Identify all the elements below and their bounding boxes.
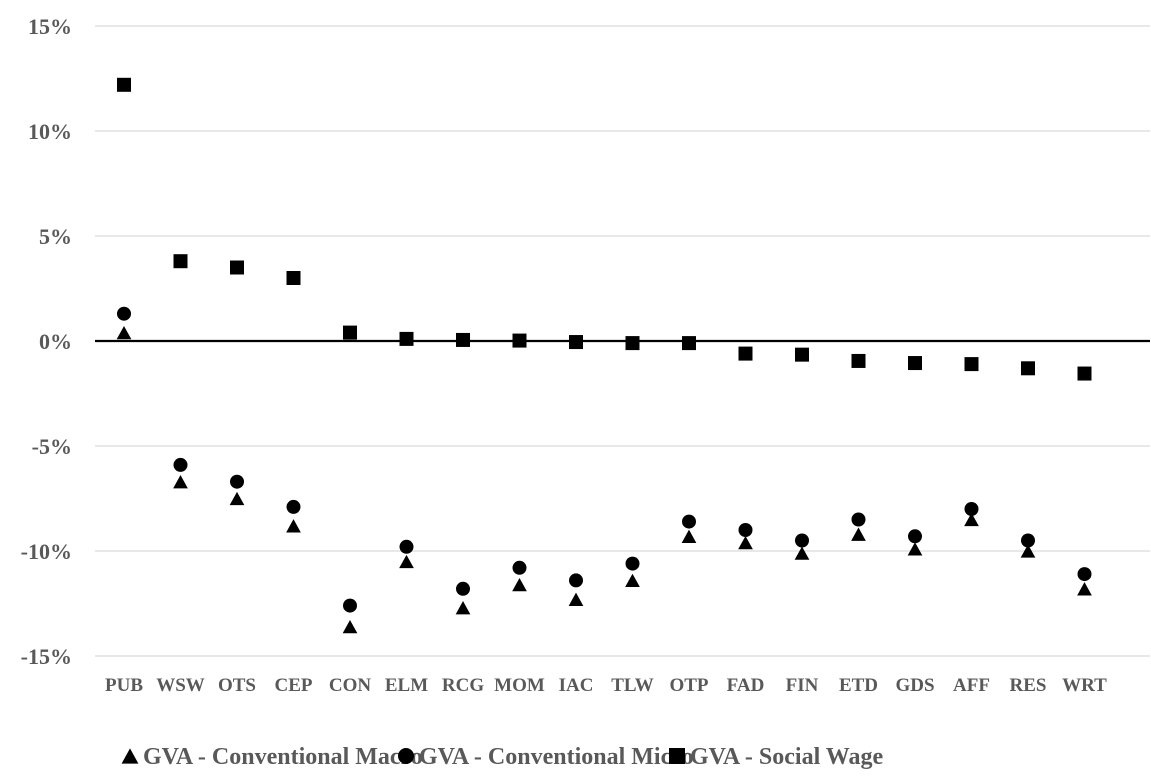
square-point-con [343,325,357,340]
triangle-point-fin [794,546,810,560]
x-tick-label-etd: ETD [839,675,878,696]
square-point-etd [851,353,866,368]
x-axis-tick-labels: PUB WSW OTS CEP CON ELM RCG MOM IAC TLW OTP FAD FIN E… [105,675,1107,696]
data-points [116,77,1092,634]
square-point-otp [682,336,696,351]
triangle-point-mom [512,577,527,592]
x-tick-label-elm: ELM [385,675,428,696]
circle-point-wrt [1077,567,1092,582]
x-tick-label-otp: OTP [669,675,708,696]
square-point-ots [230,260,244,275]
x-tick-label-res: RES [1010,675,1047,696]
legend-square-icon [669,748,685,764]
circle-point-etd [851,512,866,527]
legend-label-2: GVA - Conventional Micro [419,744,693,770]
x-tick-label-gds: GDS [895,675,934,696]
square-point-rcg [456,332,470,347]
y-tick-label: -5% [32,434,72,459]
square-point-wsw [173,254,188,269]
series-circle [117,306,1092,613]
triangle-point-etd [851,527,866,541]
triangle-point-res [1020,544,1036,558]
circle-point-ots [230,474,244,489]
series-square [117,77,1092,381]
gridlines [95,25,1150,657]
circle-point-rcg [456,581,470,596]
y-tick-label: 0% [39,329,72,354]
triangle-point-gds [907,542,923,556]
triangle-point-otp [681,529,697,543]
circle-point-otp [682,514,696,529]
x-tick-label-tlw: TLW [611,675,654,696]
legend-label-3: GVA - Social Wage [690,744,883,770]
x-tick-label-aff: AFF [953,675,990,696]
circle-point-res [1021,533,1035,548]
y-tick-label: 15% [28,14,72,39]
triangle-point-pub [116,325,132,340]
legend-triangle-icon [121,748,139,764]
triangle-point-wsw [173,475,188,489]
x-tick-label-pub: PUB [105,675,143,696]
y-axis-tick-labels: 15% 10% 5% 0% -5% -10% -15% [21,14,72,669]
square-point-gds [908,356,922,371]
y-tick-label: 10% [28,119,72,144]
square-point-mom [512,333,527,348]
circle-point-wsw [173,457,188,472]
square-point-cep [286,271,301,285]
circle-point-fin [795,533,809,548]
triangle-point-wrt [1077,582,1092,596]
y-tick-label: 5% [39,224,72,249]
triangle-point-aff [964,512,979,527]
square-point-elm [399,331,414,346]
legend-circle-icon [398,748,414,764]
legend-label-1: GVA - Conventional Macro [143,744,423,770]
square-point-pub [117,77,131,92]
x-tick-label-wrt: WRT [1062,675,1107,696]
x-tick-label-con: CON [329,675,372,696]
square-point-wrt [1077,366,1092,381]
circle-point-tlw [625,556,640,571]
triangle-point-elm [399,554,414,569]
triangle-point-ots [229,491,245,506]
x-tick-label-iac: IAC [559,675,594,696]
triangle-point-cep [286,519,301,533]
triangle-point-tlw [625,573,640,588]
circle-point-pub [117,306,131,321]
y-tick-label: -15% [21,644,72,669]
y-tick-label: -10% [21,539,72,564]
square-point-res [1021,361,1035,376]
circle-point-mom [512,560,527,575]
x-tick-label-fin: FIN [786,675,819,696]
x-tick-label-rcg: RCG [442,675,484,696]
square-point-iac [569,335,583,350]
triangle-point-rcg [455,601,471,615]
circle-point-fad [738,523,753,537]
circle-point-gds [908,529,922,544]
circle-point-con [343,598,357,613]
circle-point-elm [399,539,414,554]
x-tick-label-ots: OTS [218,675,256,696]
triangle-point-iac [568,592,584,606]
x-tick-label-cep: CEP [275,675,313,696]
square-point-tlw [625,336,640,351]
triangle-point-fad [738,535,753,550]
x-tick-label-fad: FAD [727,675,765,696]
square-point-aff [964,357,979,372]
triangle-point-con [342,619,358,634]
square-point-fin [795,347,809,362]
square-point-fad [738,346,753,361]
x-tick-label-wsw: WSW [156,675,205,696]
circle-point-iac [569,573,583,588]
x-tick-label-mom: MOM [494,675,545,696]
circle-point-cep [286,499,301,514]
circle-point-aff [964,502,979,516]
series-triangle [116,325,1092,634]
